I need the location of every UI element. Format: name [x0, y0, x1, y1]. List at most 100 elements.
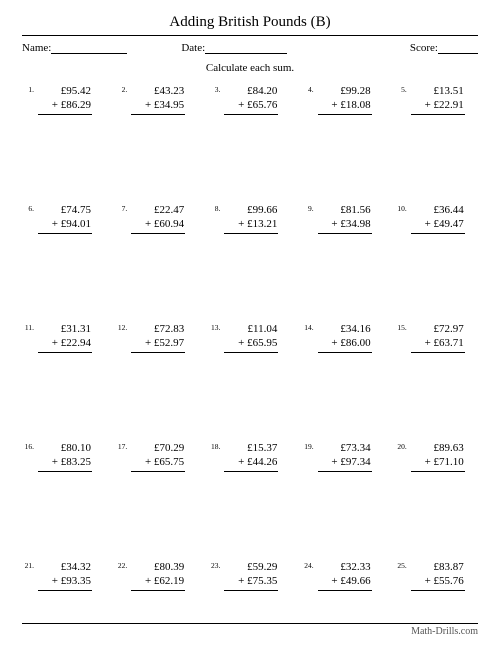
- problem-body: £80.10+ £83.25: [38, 441, 92, 472]
- addend-top: £11.04: [224, 322, 278, 336]
- addend-top: £72.97: [411, 322, 465, 336]
- addend-top: £15.37: [224, 441, 278, 455]
- problem-number: 13.: [208, 322, 220, 333]
- worksheet-page: Adding British Pounds (B) Name: Date: Sc…: [0, 0, 500, 647]
- problem-body: £36.44+ £49.47: [411, 203, 465, 234]
- problem-body: £84.20+ £65.76: [224, 84, 278, 115]
- problem: 5. £13.51+ £22.91: [395, 84, 478, 143]
- problem-number: 25.: [395, 560, 407, 571]
- addend-bottom: + £71.10: [411, 455, 465, 471]
- problem-number: 20.: [395, 441, 407, 452]
- problem-body: £74.75+ £94.01: [38, 203, 92, 234]
- problem-number: 4.: [302, 84, 314, 95]
- problem-number: 24.: [302, 560, 314, 571]
- problem-number: 2.: [115, 84, 127, 95]
- addend-top: £81.56: [318, 203, 372, 217]
- problem: 11. £31.31+ £22.94: [22, 322, 105, 381]
- addend-bottom: + £65.95: [224, 336, 278, 352]
- addend-bottom: + £55.76: [411, 574, 465, 590]
- score-label: Score:: [410, 42, 438, 54]
- addend-top: £80.10: [38, 441, 92, 455]
- problem: 20. £89.63+ £71.10: [395, 441, 478, 500]
- problem: 6. £74.75+ £94.01: [22, 203, 105, 262]
- problem-body: £34.32+ £93.35: [38, 560, 92, 591]
- addend-bottom: + £18.08: [318, 98, 372, 114]
- addend-top: £89.63: [411, 441, 465, 455]
- problem-body: £83.87+ £55.76: [411, 560, 465, 591]
- problem-body: £99.28+ £18.08: [318, 84, 372, 115]
- problem: 10. £36.44+ £49.47: [395, 203, 478, 262]
- date-label: Date:: [181, 42, 205, 54]
- addend-bottom: + £86.29: [38, 98, 92, 114]
- problem-body: £59.29+ £75.35: [224, 560, 278, 591]
- problem-body: £81.56+ £34.98: [318, 203, 372, 234]
- problem: 12. £72.83+ £52.97: [115, 322, 198, 381]
- instruction: Calculate each sum.: [22, 62, 478, 74]
- problem: 19.£73.34+ £97.34: [302, 441, 385, 500]
- problem-number: 11.: [22, 322, 34, 333]
- footer-rule: [22, 623, 478, 624]
- problem: 23.£59.29+ £75.35: [208, 560, 291, 619]
- addend-bottom: + £93.35: [38, 574, 92, 590]
- name-blank[interactable]: [51, 42, 127, 54]
- date-field: Date:: [181, 42, 287, 54]
- addend-top: £22.47: [131, 203, 185, 217]
- problem-body: £15.37+ £44.26: [224, 441, 278, 472]
- problem-body: £13.51+ £22.91: [411, 84, 465, 115]
- problem-number: 12.: [115, 322, 127, 333]
- addend-top: £74.75: [38, 203, 92, 217]
- problem-number: 5.: [395, 84, 407, 95]
- problem-body: £70.29+ £65.75: [131, 441, 185, 472]
- problem-number: 3.: [208, 84, 220, 95]
- problem-number: 6.: [22, 203, 34, 214]
- problem: 7. £22.47+ £60.94: [115, 203, 198, 262]
- problem-body: £32.33+ £49.66: [318, 560, 372, 591]
- problem: 9.£81.56+ £34.98: [302, 203, 385, 262]
- problem-number: 18.: [208, 441, 220, 452]
- addend-top: £83.87: [411, 560, 465, 574]
- addend-bottom: + £22.94: [38, 336, 92, 352]
- addend-top: £70.29: [131, 441, 185, 455]
- addend-bottom: + £65.76: [224, 98, 278, 114]
- score-blank[interactable]: [438, 42, 478, 54]
- problem: 1. £95.42+ £86.29: [22, 84, 105, 143]
- addend-top: £31.31: [38, 322, 92, 336]
- addend-bottom: + £86.00: [318, 336, 372, 352]
- addend-bottom: + £52.97: [131, 336, 185, 352]
- addend-top: £59.29: [224, 560, 278, 574]
- addend-bottom: + £65.75: [131, 455, 185, 471]
- problem: 24. £32.33+ £49.66: [302, 560, 385, 619]
- problem-body: £31.31+ £22.94: [38, 322, 92, 353]
- name-label: Name:: [22, 42, 51, 54]
- problem-number: 16.: [22, 441, 34, 452]
- addend-top: £99.66: [224, 203, 278, 217]
- problem-number: 10.: [395, 203, 407, 214]
- addend-top: £34.32: [38, 560, 92, 574]
- problem-body: £80.39+ £62.19: [131, 560, 185, 591]
- addend-bottom: + £22.91: [411, 98, 465, 114]
- problem-body: £22.47+ £60.94: [131, 203, 185, 234]
- problem-body: £99.66+ £13.21: [224, 203, 278, 234]
- problem-number: 7.: [115, 203, 127, 214]
- addend-top: £36.44: [411, 203, 465, 217]
- addend-bottom: + £60.94: [131, 217, 185, 233]
- addend-top: £34.16: [318, 322, 372, 336]
- score-field: Score:: [410, 42, 478, 54]
- problem: 2. £43.23+ £34.95: [115, 84, 198, 143]
- addend-bottom: + £44.26: [224, 455, 278, 471]
- addend-top: £43.23: [131, 84, 185, 98]
- addend-bottom: + £34.95: [131, 98, 185, 114]
- problem: 16. £80.10+ £83.25: [22, 441, 105, 500]
- problem: 4. £99.28+ £18.08: [302, 84, 385, 143]
- date-blank[interactable]: [205, 42, 287, 54]
- addend-top: £72.83: [131, 322, 185, 336]
- addend-bottom: + £62.19: [131, 574, 185, 590]
- problem: 15.£72.97+ £63.71: [395, 322, 478, 381]
- problem-body: £95.42+ £86.29: [38, 84, 92, 115]
- problem: 18. £15.37+ £44.26: [208, 441, 291, 500]
- problem-body: £73.34+ £97.34: [318, 441, 372, 472]
- problem-number: 1.: [22, 84, 34, 95]
- addend-bottom: + £13.21: [224, 217, 278, 233]
- addend-top: £99.28: [318, 84, 372, 98]
- page-title: Adding British Pounds (B): [22, 14, 478, 31]
